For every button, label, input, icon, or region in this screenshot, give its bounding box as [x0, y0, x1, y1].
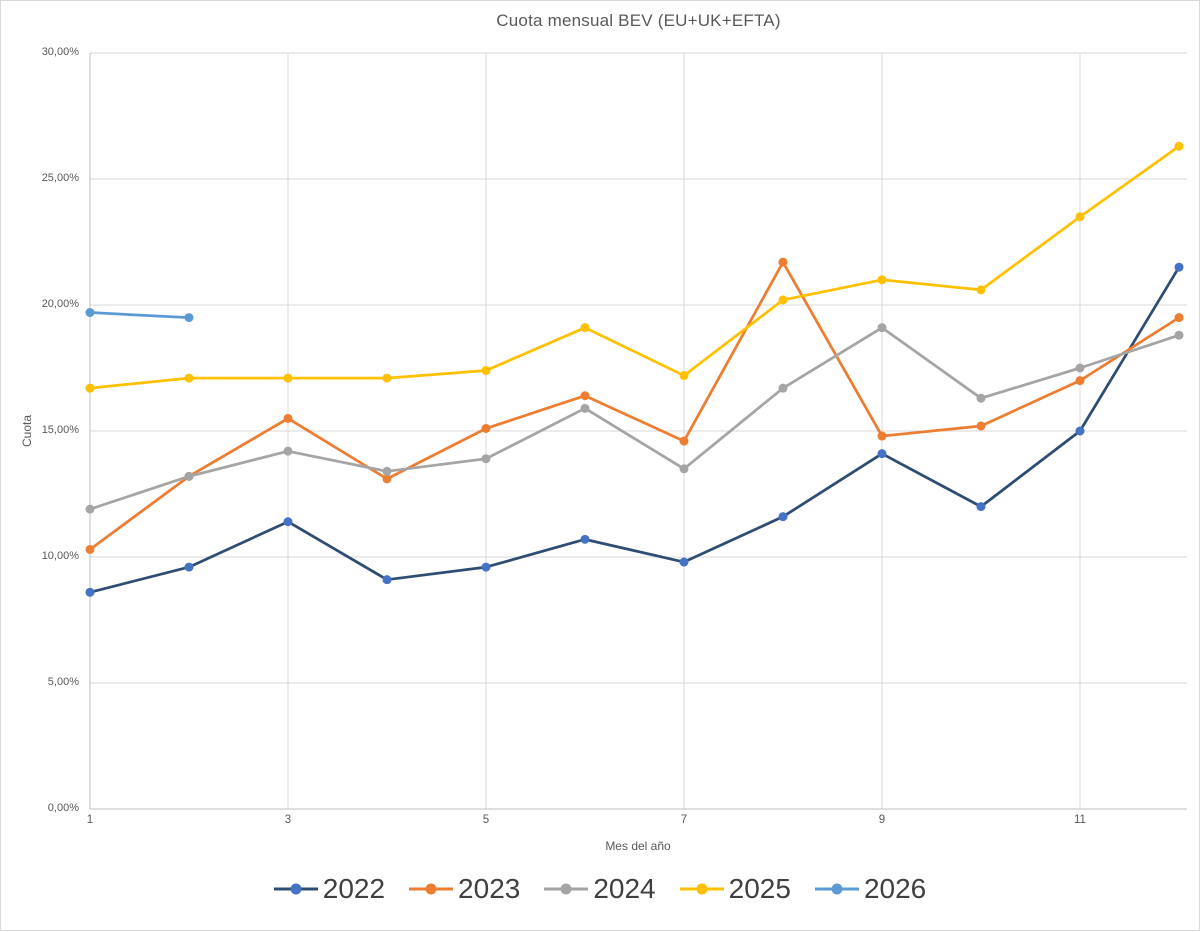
- series-2025-marker: [1075, 212, 1085, 222]
- x-axis-title: Mes del año: [605, 839, 671, 853]
- legend-item-label: 2022: [322, 873, 386, 904]
- legend-item-label: 2026: [863, 873, 927, 904]
- y-tick-label: 10,00%: [41, 550, 79, 562]
- legend-line-marker-icon: [273, 883, 318, 895]
- series-2025-marker: [580, 323, 590, 333]
- series-2024-marker: [778, 383, 788, 393]
- series-2022-line: [88, 265, 1181, 594]
- y-tick-label: 0,00%: [47, 802, 79, 814]
- chart-title: Cuota mensual BEV (EU+UK+EFTA): [496, 11, 781, 30]
- series-2024-marker: [184, 471, 194, 481]
- legend-item-label: 2025: [728, 873, 791, 904]
- series-2022-marker: [778, 512, 788, 522]
- series-2023-marker: [679, 436, 689, 446]
- y-tick-label: 5,00%: [47, 676, 79, 688]
- series-2023-marker: [877, 431, 887, 441]
- series-2025-marker: [679, 371, 689, 381]
- legend-line-marker-icon: [814, 883, 859, 895]
- series-2022-marker: [1075, 426, 1085, 436]
- series-2023-marker: [1075, 376, 1085, 386]
- series-2022-marker: [1174, 262, 1184, 272]
- series-2023-marker: [580, 391, 590, 401]
- x-tick-label: 9: [878, 814, 886, 826]
- series-2024-marker: [679, 464, 689, 474]
- x-tick-label: 7: [680, 814, 688, 826]
- x-tick-label: 5: [482, 814, 490, 826]
- series-2024-marker: [1174, 330, 1184, 340]
- legend-line-marker-icon: [544, 883, 589, 895]
- series-2023-marker: [1174, 313, 1184, 323]
- series-2025-marker: [283, 373, 293, 383]
- series-2022-marker: [580, 534, 590, 544]
- series-2025-marker: [877, 275, 887, 285]
- legend-line-marker-icon: [409, 883, 454, 895]
- legend-item-2026[interactable]: 2026: [814, 873, 927, 905]
- series-2024-marker: [1075, 363, 1085, 373]
- legend-item-2024[interactable]: 2024: [544, 873, 656, 905]
- y-axis-title: Cuota: [20, 414, 34, 448]
- series-2023-line: [88, 260, 1181, 551]
- series-2024-marker: [976, 393, 986, 403]
- y-tick-label: 30,00%: [41, 46, 79, 58]
- series-2025-line: [88, 144, 1181, 390]
- series-2023-marker: [382, 474, 392, 484]
- series-2023-marker: [778, 257, 788, 267]
- series-2025-marker: [382, 373, 392, 383]
- y-tick-label: 15,00%: [41, 424, 79, 436]
- x-tick-label: 1: [86, 814, 94, 826]
- legend-line-marker-icon: [679, 883, 724, 895]
- series-2024-marker: [382, 466, 392, 476]
- series-2022-marker: [85, 587, 95, 597]
- series-2025-marker: [184, 373, 194, 383]
- chart-legend: 2022 2023 2024 2025 2026: [1, 873, 1199, 905]
- series-2024-marker: [481, 454, 491, 464]
- x-tick-label: 3: [284, 814, 292, 826]
- series-2022-marker: [976, 502, 986, 512]
- legend-item-label: 2023: [458, 873, 521, 904]
- series-2024-line: [88, 326, 1181, 511]
- series-2025-marker: [778, 295, 788, 305]
- series-2022-marker: [481, 562, 491, 572]
- series-2023-marker: [481, 423, 491, 433]
- series-2026-line: [88, 311, 191, 319]
- series-2022-marker: [877, 449, 887, 459]
- series-2022-marker: [382, 575, 392, 585]
- series-2024-marker: [85, 504, 95, 514]
- x-tick-label: 11: [1074, 814, 1086, 826]
- series-2024-marker: [283, 446, 293, 456]
- series-2025-marker: [481, 366, 491, 376]
- series-2025-marker: [85, 383, 95, 393]
- series-2022-marker: [184, 562, 194, 572]
- legend-item-label: 2024: [593, 873, 656, 904]
- legend-item-2025[interactable]: 2025: [679, 873, 791, 905]
- series-2025-marker: [976, 285, 986, 295]
- series-2024-marker: [877, 323, 887, 333]
- series-2023-marker: [85, 544, 95, 554]
- series-2023-marker: [283, 413, 293, 423]
- legend-item-2023[interactable]: 2023: [409, 873, 520, 905]
- series-2023-marker: [976, 421, 986, 431]
- series-2022-marker: [679, 557, 689, 567]
- series-2022-marker: [283, 517, 293, 527]
- series-2025-marker: [1174, 141, 1184, 151]
- y-tick-label: 25,00%: [41, 172, 79, 184]
- series-2024-marker: [580, 403, 590, 413]
- legend-item-2022[interactable]: 2022: [273, 873, 386, 905]
- y-tick-label: 20,00%: [41, 298, 79, 310]
- series-2026-marker: [184, 313, 194, 323]
- series-2026-marker: [85, 308, 95, 318]
